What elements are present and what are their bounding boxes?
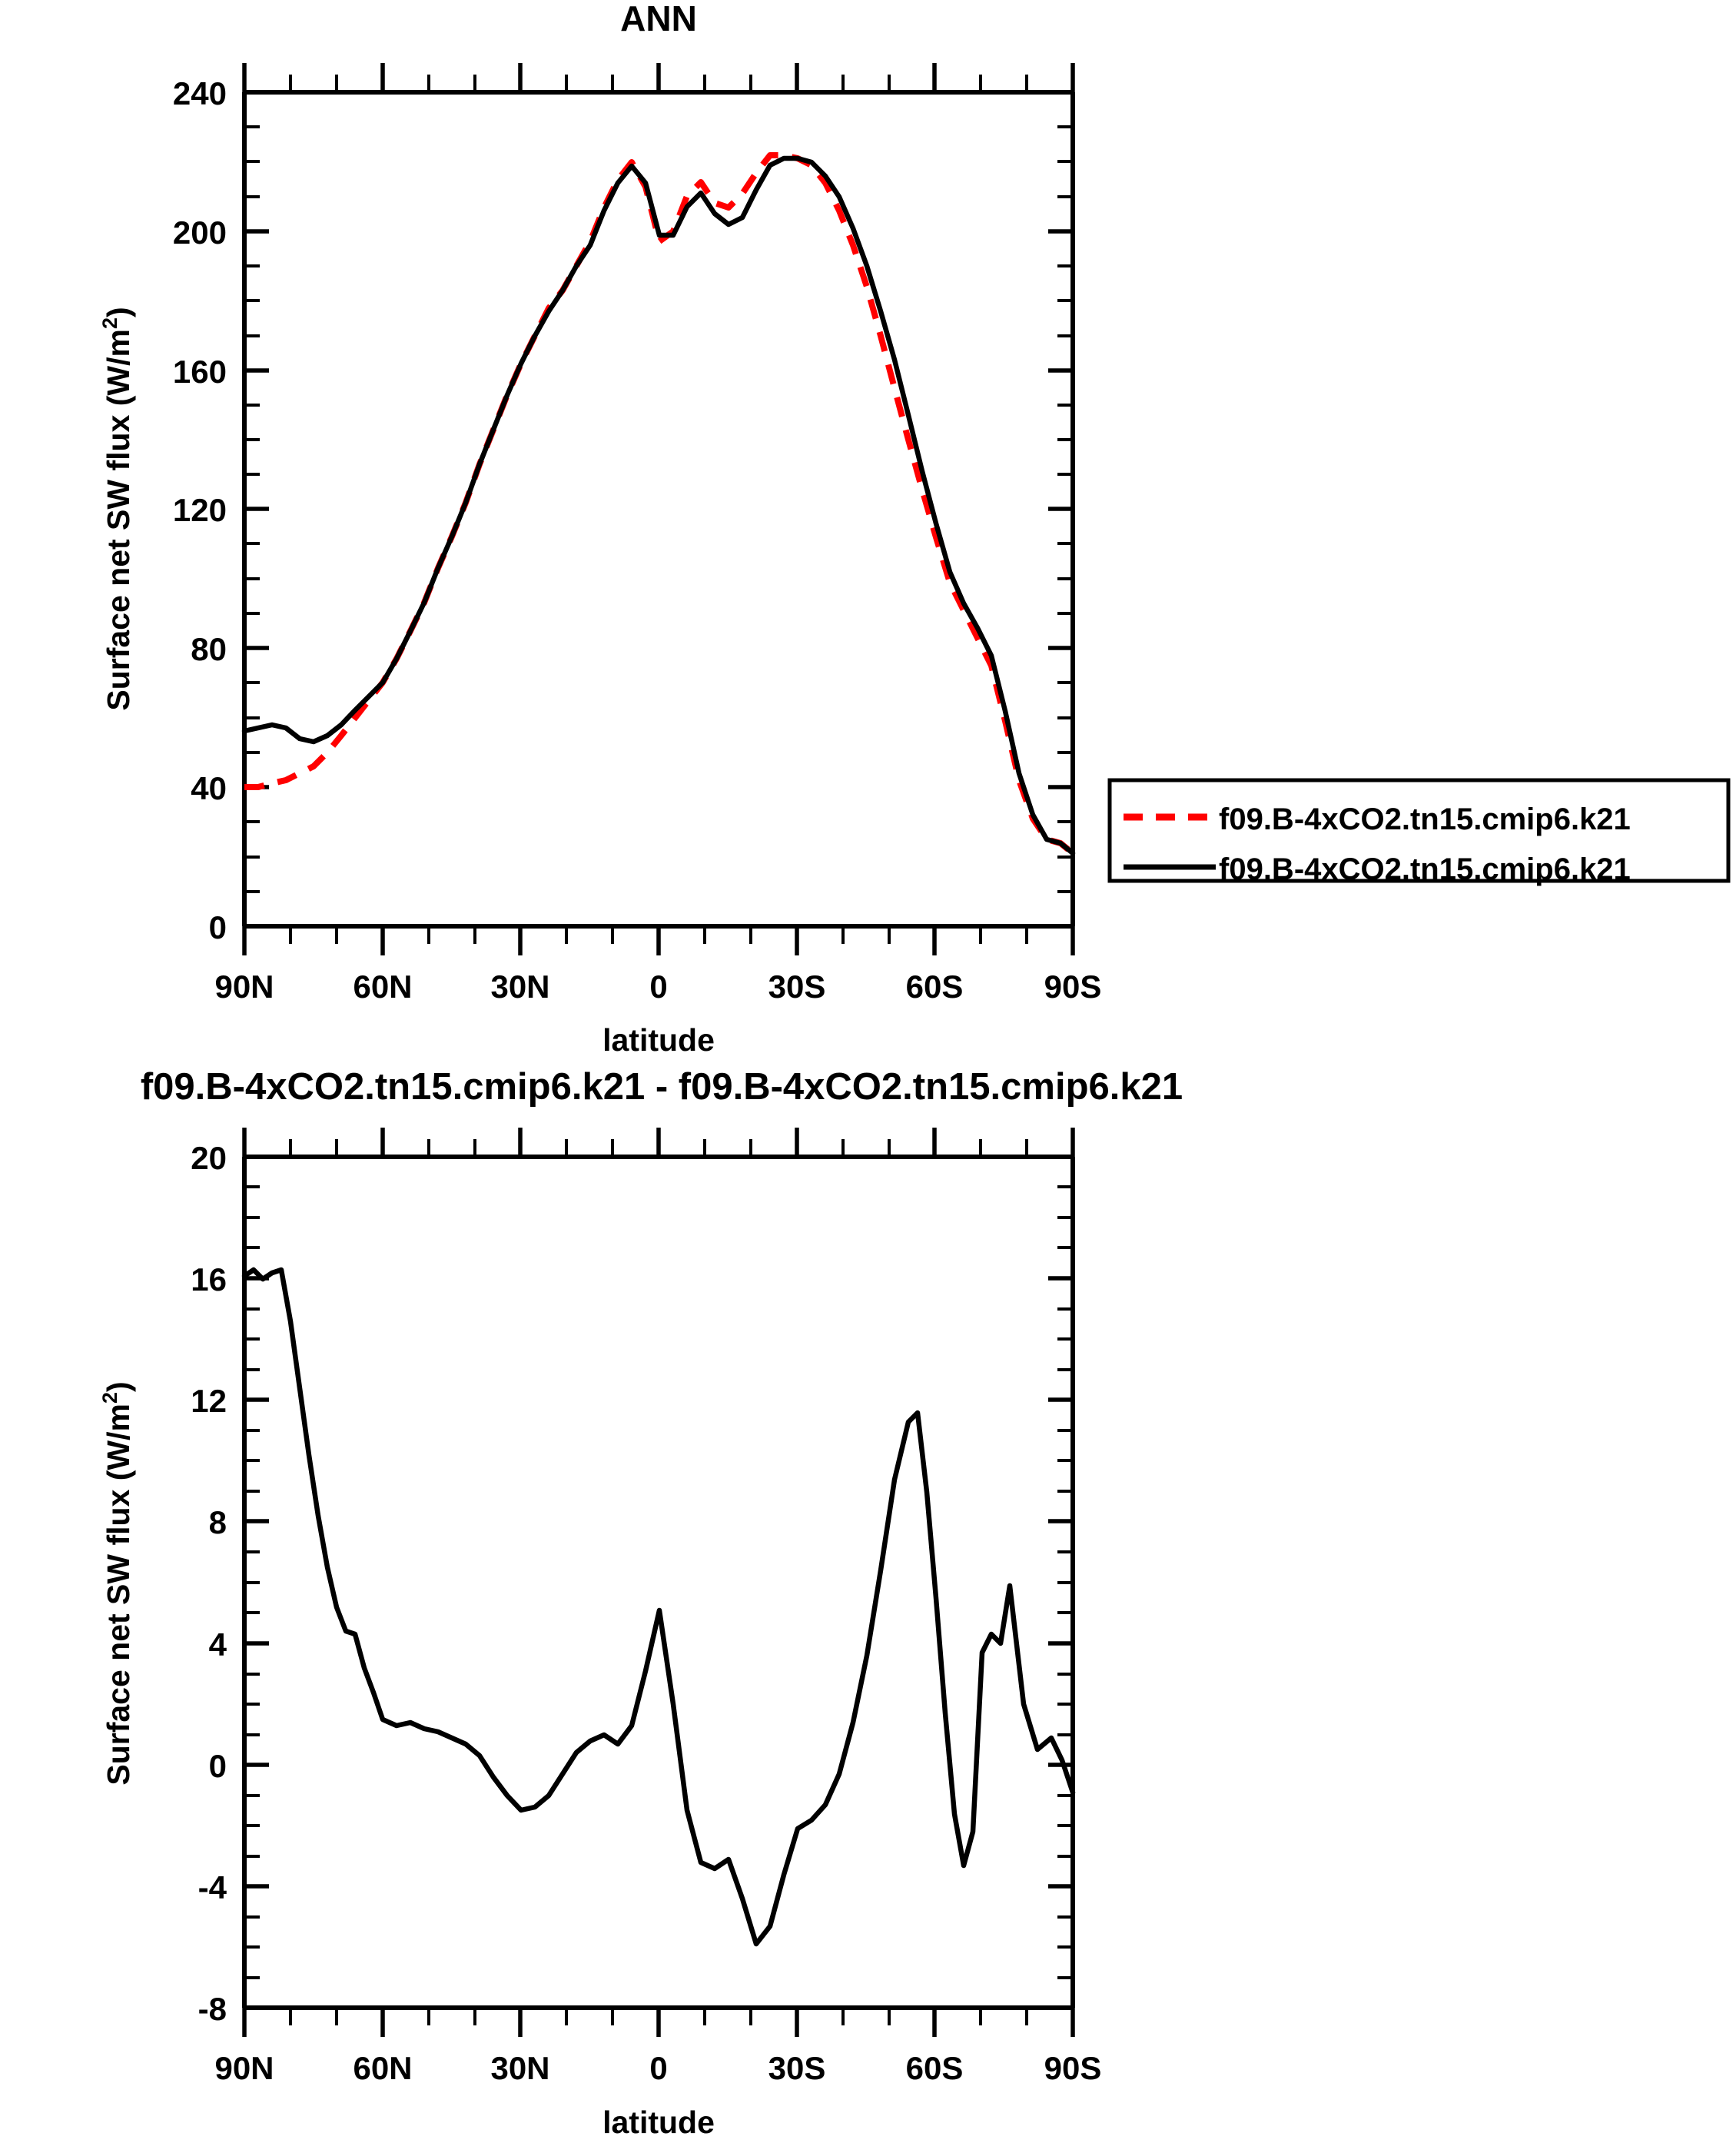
bottom-x-tick-label: 60S [906,2050,964,2086]
legend-entry-label: f09.B-4xCO2.tn15.cmip6.k21 [1219,852,1631,886]
bottom-x-tick-label: 90S [1044,2050,1102,2086]
bottom-panel: -8 -4 0 4 8 12 16 20 90N 60N 30N 0 30S 6… [98,1128,1101,2140]
top-y-major-ticks [244,90,1073,929]
svg-text:Surface net SW flux (W/m2): Surface net SW flux (W/m2) [98,307,136,710]
top-y-axis-title-sup: 2 [98,317,121,329]
bottom-y-axis-title-close: ) [101,1381,136,1392]
top-x-tick-labels: 90N 60N 30N 0 30S 60S 90S [214,969,1101,1005]
top-x-tick-label: 0 [649,969,667,1005]
top-x-tick-label: 60N [353,969,412,1005]
top-panel-title: ANN [620,0,697,38]
bottom-y-tick-label: 16 [191,1261,227,1297]
bottom-x-tick-label: 30S [768,2050,826,2086]
top-x-tick-label: 90N [214,969,274,1005]
bottom-y-minor-ticks [244,1185,1073,1979]
top-y-tick-labels: 0 40 80 120 160 200 240 [173,75,227,945]
bottom-y-tick-label: 0 [209,1748,227,1784]
top-y-tick-label: 40 [191,770,227,806]
top-y-axis-title-close: ) [101,307,136,317]
bottom-y-tick-label: -4 [198,1869,227,1905]
top-x-tick-label: 30S [768,969,826,1005]
bottom-x-minor-ticks [289,1139,1028,2025]
top-y-tick-label: 0 [209,909,227,945]
bottom-y-axis-title: Surface net SW flux (W/m2) [98,1381,136,1785]
bottom-x-tick-label: 30N [490,2050,549,2086]
bottom-panel-axes [242,1155,1075,2010]
bottom-x-tick-label: 0 [649,2050,667,2086]
top-y-tick-label: 160 [173,354,227,390]
top-y-tick-label: 80 [191,631,227,667]
top-x-tick-label: 90S [1044,969,1102,1005]
top-x-major-ticks [242,63,1075,955]
top-y-tick-label: 200 [173,214,227,251]
top-panel: ANN 0 40 80 120 160 200 240 90N 60N 30N … [98,0,1101,1058]
bottom-y-tick-labels: -8 -4 0 4 8 12 16 20 [191,1140,227,2027]
bottom-x-tick-label: 60N [353,2050,412,2086]
bottom-x-tick-label: 90N [214,2050,274,2086]
legend-entry-black[interactable]: f09.B-4xCO2.tn15.cmip6.k21 [1124,852,1631,886]
bottom-x-axis-title: latitude [602,2105,715,2140]
bottom-y-tick-label: -8 [198,1991,227,2027]
top-series-red-dashed [244,152,1075,856]
legend[interactable]: f09.B-4xCO2.tn15.cmip6.k21 f09.B-4xCO2.t… [1107,778,1731,886]
bottom-x-tick-labels: 90N 60N 30N 0 30S 60S 90S [214,2050,1101,2086]
top-series-black-solid [241,155,1076,856]
top-y-axis-title: Surface net SW flux (W/m2) [98,307,136,710]
legend-box [1107,778,1731,883]
top-y-tick-label: 120 [173,492,227,528]
svg-text:Surface net SW flux (W/m2): Surface net SW flux (W/m2) [98,1381,136,1785]
difference-panel-title: f09.B-4xCO2.tn15.cmip6.k21 - f09.B-4xCO2… [141,1066,1183,1108]
top-panel-axes [242,90,1075,929]
top-x-minor-ticks [289,75,1028,944]
legend-entry-red[interactable]: f09.B-4xCO2.tn15.cmip6.k21 [1124,802,1631,836]
top-y-minor-ticks [244,125,1073,893]
bottom-y-tick-label: 12 [191,1383,227,1419]
top-y-axis-title-main: Surface net SW flux (W/m [101,329,136,711]
bottom-x-major-ticks [242,1128,1075,2037]
top-x-tick-label: 30N [490,969,549,1005]
top-x-tick-label: 60S [906,969,964,1005]
bottom-y-major-ticks [244,1155,1073,2010]
bottom-y-tick-label: 8 [209,1504,227,1540]
difference-series [241,1267,1076,1947]
bottom-y-tick-label: 4 [209,1626,227,1663]
legend-entry-label: f09.B-4xCO2.tn15.cmip6.k21 [1219,802,1631,836]
bottom-y-axis-title-main: Surface net SW flux (W/m [101,1404,136,1786]
top-x-axis-title: latitude [602,1022,715,1058]
bottom-y-tick-label: 20 [191,1140,227,1176]
top-y-tick-label: 240 [173,75,227,111]
bottom-y-axis-title-sup: 2 [98,1392,121,1404]
